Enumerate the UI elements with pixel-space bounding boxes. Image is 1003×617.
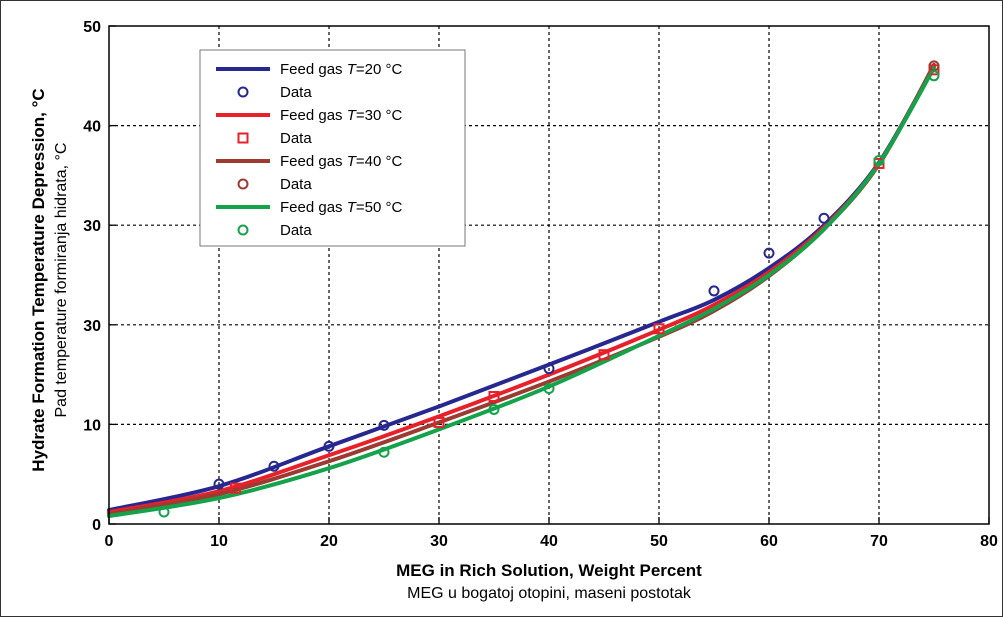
legend-label: Data bbox=[280, 222, 312, 239]
x-tick-label: 0 bbox=[105, 533, 114, 550]
data-point bbox=[818, 212, 830, 224]
legend-label: Feed gas T=30 °C bbox=[280, 107, 403, 124]
legend-label-variable: T bbox=[347, 153, 358, 170]
data-point bbox=[378, 419, 390, 431]
y-tick-label: 0 bbox=[92, 517, 101, 534]
series-line bbox=[107, 65, 936, 519]
y-axis-label-secondary: Pad temperature formiranja hidrata, °C bbox=[53, 143, 70, 418]
legend-label: Feed gas T=50 °C bbox=[280, 199, 403, 216]
legend-label-variable: T bbox=[347, 107, 358, 124]
legend-label: Data bbox=[280, 84, 312, 101]
plot-series bbox=[107, 60, 940, 519]
data-point bbox=[488, 391, 500, 403]
data-point bbox=[928, 70, 940, 82]
data-point bbox=[323, 440, 335, 452]
legend-label-suffix: =20 °C bbox=[356, 61, 403, 78]
legend-label-variable: T bbox=[347, 199, 358, 216]
legend-label-prefix: Feed gas bbox=[280, 61, 347, 78]
y-tick-label: 50 bbox=[83, 19, 101, 36]
data-point bbox=[213, 478, 225, 490]
legend-label: Data bbox=[280, 130, 312, 147]
x-tick-label: 30 bbox=[430, 533, 448, 550]
data-point bbox=[598, 349, 610, 361]
data-point bbox=[230, 482, 241, 494]
x-tick-label: 10 bbox=[210, 533, 228, 550]
axis-ticks: 0 10 20 30 40 50 60 70 80 0 10 30 30 40 50 bbox=[83, 19, 998, 550]
x-tick-label: 50 bbox=[650, 533, 668, 550]
data-point bbox=[268, 460, 280, 472]
legend-marker-swatch bbox=[237, 178, 249, 190]
x-tick-label: 60 bbox=[760, 533, 778, 550]
y-tick-label: 40 bbox=[83, 119, 101, 136]
data-point bbox=[708, 285, 720, 297]
data-point bbox=[433, 416, 445, 428]
legend-label: Data bbox=[280, 176, 312, 193]
data-point bbox=[158, 506, 170, 518]
x-tick-label: 20 bbox=[320, 533, 338, 550]
legend-label-prefix: Feed gas bbox=[280, 153, 347, 170]
data-point bbox=[488, 403, 500, 415]
legend-label-prefix: Feed gas bbox=[280, 199, 347, 216]
x-tick-label: 70 bbox=[870, 533, 888, 550]
legend-label-prefix: Feed gas bbox=[280, 107, 347, 124]
legend-label-suffix: =50 °C bbox=[356, 199, 403, 216]
data-point bbox=[543, 383, 555, 395]
data-point bbox=[873, 154, 885, 166]
legend-marker-swatch bbox=[237, 132, 249, 144]
y-axis-label: Hydrate Formation Temperature Depression… bbox=[29, 88, 48, 471]
legend-label-suffix: =40 °C bbox=[356, 153, 403, 170]
x-axis-label-secondary: MEG u bogatoj otopini, maseni postotak bbox=[407, 585, 692, 602]
data-point bbox=[378, 446, 390, 458]
legend-marker-swatch bbox=[237, 224, 249, 236]
legend-box bbox=[199, 49, 466, 247]
x-axis-label: MEG in Rich Solution, Weight Percent bbox=[396, 561, 702, 580]
data-point bbox=[928, 64, 940, 76]
legend-marker-swatch bbox=[237, 86, 249, 98]
y-tick-label: 30 bbox=[83, 318, 101, 335]
data-point bbox=[653, 323, 665, 335]
x-tick-label: 40 bbox=[540, 533, 558, 550]
y-tick-label: 10 bbox=[83, 417, 101, 434]
legend-label: Feed gas T=40 °C bbox=[280, 153, 403, 170]
y-tick-label: 30 bbox=[83, 218, 101, 235]
x-tick-label: 80 bbox=[980, 533, 998, 550]
legend-label-suffix: =30 °C bbox=[356, 107, 403, 124]
data-point bbox=[763, 247, 775, 259]
data-point bbox=[543, 363, 555, 375]
legend-label-variable: T bbox=[347, 61, 358, 78]
legend-label: Feed gas T=20 °C bbox=[280, 61, 403, 78]
